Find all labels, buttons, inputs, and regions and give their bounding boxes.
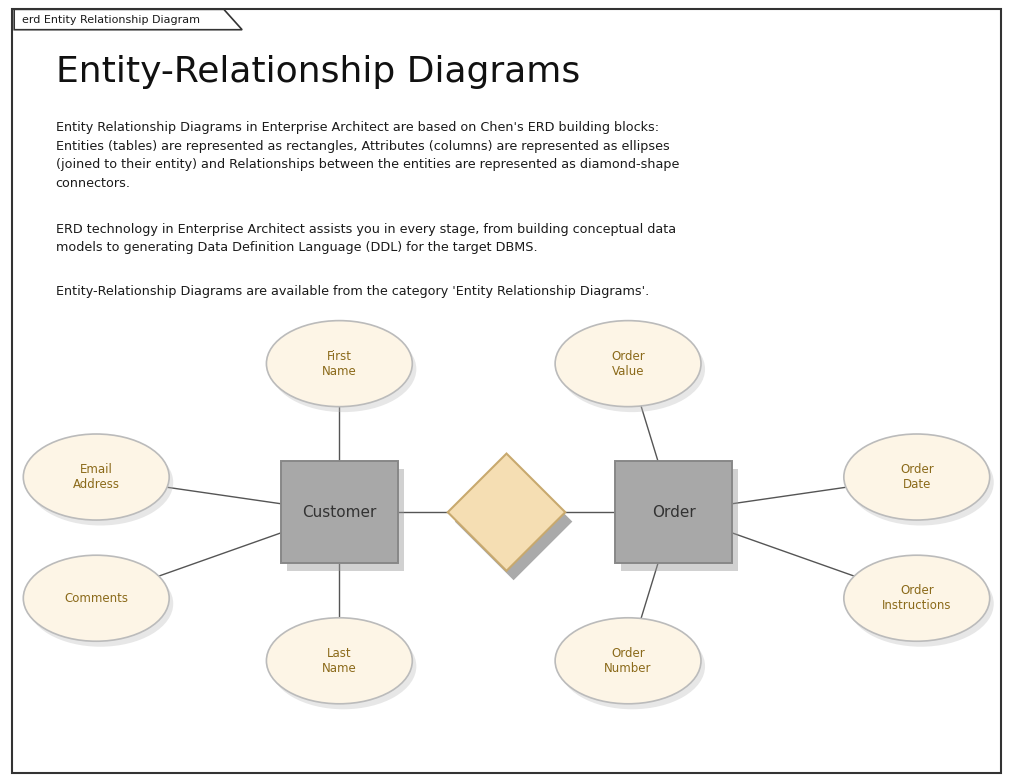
Text: Last
Name: Last Name — [322, 647, 357, 675]
Ellipse shape — [555, 618, 701, 704]
Text: Entity Relationship Diagrams in Enterprise Architect are based on Chen's ERD bui: Entity Relationship Diagrams in Enterpri… — [56, 121, 679, 190]
FancyBboxPatch shape — [622, 469, 737, 571]
Text: First
Name: First Name — [322, 350, 357, 378]
Text: Entity-Relationship Diagrams are available from the category 'Entity Relationshi: Entity-Relationship Diagrams are availab… — [56, 285, 649, 299]
Polygon shape — [448, 454, 565, 571]
Polygon shape — [14, 9, 242, 30]
Ellipse shape — [266, 618, 412, 704]
Ellipse shape — [559, 623, 705, 709]
FancyBboxPatch shape — [616, 461, 732, 563]
Text: ERD technology in Enterprise Architect assists you in every stage, from building: ERD technology in Enterprise Architect a… — [56, 223, 676, 254]
FancyBboxPatch shape — [282, 461, 398, 563]
Ellipse shape — [270, 623, 416, 709]
Ellipse shape — [27, 561, 173, 647]
Text: Entity-Relationship Diagrams: Entity-Relationship Diagrams — [56, 55, 580, 88]
Ellipse shape — [848, 561, 994, 647]
Polygon shape — [455, 463, 572, 580]
Ellipse shape — [23, 555, 169, 641]
Ellipse shape — [27, 439, 173, 526]
Ellipse shape — [559, 326, 705, 412]
FancyBboxPatch shape — [288, 469, 403, 571]
Text: Comments: Comments — [64, 592, 129, 604]
Ellipse shape — [555, 321, 701, 407]
Text: Order
Number: Order Number — [605, 647, 651, 675]
Text: Order: Order — [651, 504, 696, 520]
Text: Customer: Customer — [302, 504, 377, 520]
Ellipse shape — [23, 434, 169, 520]
Ellipse shape — [844, 555, 990, 641]
Ellipse shape — [266, 321, 412, 407]
Ellipse shape — [270, 326, 416, 412]
Text: erd Entity Relationship Diagram: erd Entity Relationship Diagram — [22, 15, 201, 24]
Text: Order
Value: Order Value — [611, 350, 645, 378]
Ellipse shape — [848, 439, 994, 526]
FancyBboxPatch shape — [12, 9, 1001, 773]
Text: Email
Address: Email Address — [73, 463, 120, 491]
Text: Order
Date: Order Date — [900, 463, 934, 491]
Text: Order
Instructions: Order Instructions — [882, 584, 951, 612]
Ellipse shape — [844, 434, 990, 520]
